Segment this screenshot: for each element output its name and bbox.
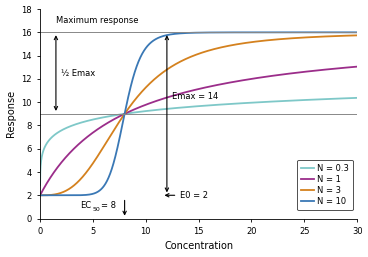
X-axis label: Concentration: Concentration bbox=[164, 241, 233, 251]
N = 10 bbox=[355, 31, 359, 34]
N = 0.3 bbox=[74, 123, 78, 126]
N = 10 bbox=[173, 32, 178, 35]
N = 0.3 bbox=[315, 98, 319, 101]
N = 10 bbox=[349, 31, 353, 34]
N = 1 bbox=[159, 98, 164, 101]
N = 0.3 bbox=[349, 97, 353, 100]
Line: N = 3: N = 3 bbox=[40, 35, 357, 195]
N = 3 bbox=[38, 194, 42, 197]
N = 10 bbox=[315, 31, 319, 34]
N = 1 bbox=[74, 145, 78, 148]
N = 10 bbox=[93, 191, 97, 195]
N = 3 bbox=[315, 35, 319, 38]
N = 1 bbox=[38, 194, 42, 197]
Line: N = 10: N = 10 bbox=[40, 32, 357, 195]
Text: Maximum response: Maximum response bbox=[56, 16, 138, 25]
N = 3 bbox=[93, 159, 97, 162]
Line: N = 1: N = 1 bbox=[40, 67, 357, 195]
N = 3 bbox=[173, 63, 178, 66]
Text: E0 = 2: E0 = 2 bbox=[180, 191, 208, 200]
Text: EC: EC bbox=[80, 201, 91, 210]
Line: N = 0.3: N = 0.3 bbox=[40, 98, 357, 185]
N = 10 bbox=[38, 194, 42, 197]
N = 1 bbox=[93, 130, 97, 133]
N = 1 bbox=[315, 69, 319, 72]
N = 1 bbox=[173, 94, 178, 97]
N = 3 bbox=[349, 34, 353, 37]
Text: Emax = 14: Emax = 14 bbox=[172, 92, 219, 101]
N = 0.3 bbox=[93, 117, 97, 121]
N = 3 bbox=[159, 72, 164, 75]
Y-axis label: Response: Response bbox=[6, 90, 15, 137]
Text: ½ Emax: ½ Emax bbox=[61, 69, 95, 78]
N = 0.3 bbox=[159, 108, 164, 111]
N = 3 bbox=[74, 182, 78, 185]
N = 10 bbox=[159, 35, 164, 38]
Text: = 8: = 8 bbox=[101, 201, 116, 210]
N = 10 bbox=[74, 194, 78, 197]
N = 0.3 bbox=[38, 183, 42, 187]
N = 0.3 bbox=[355, 96, 359, 99]
N = 1 bbox=[355, 65, 359, 68]
Legend: N = 0.3, N = 1, N = 3, N = 10: N = 0.3, N = 1, N = 3, N = 10 bbox=[297, 160, 353, 210]
N = 3 bbox=[355, 34, 359, 37]
N = 0.3 bbox=[173, 106, 178, 109]
N = 1 bbox=[349, 66, 353, 69]
Text: 50: 50 bbox=[93, 207, 101, 212]
